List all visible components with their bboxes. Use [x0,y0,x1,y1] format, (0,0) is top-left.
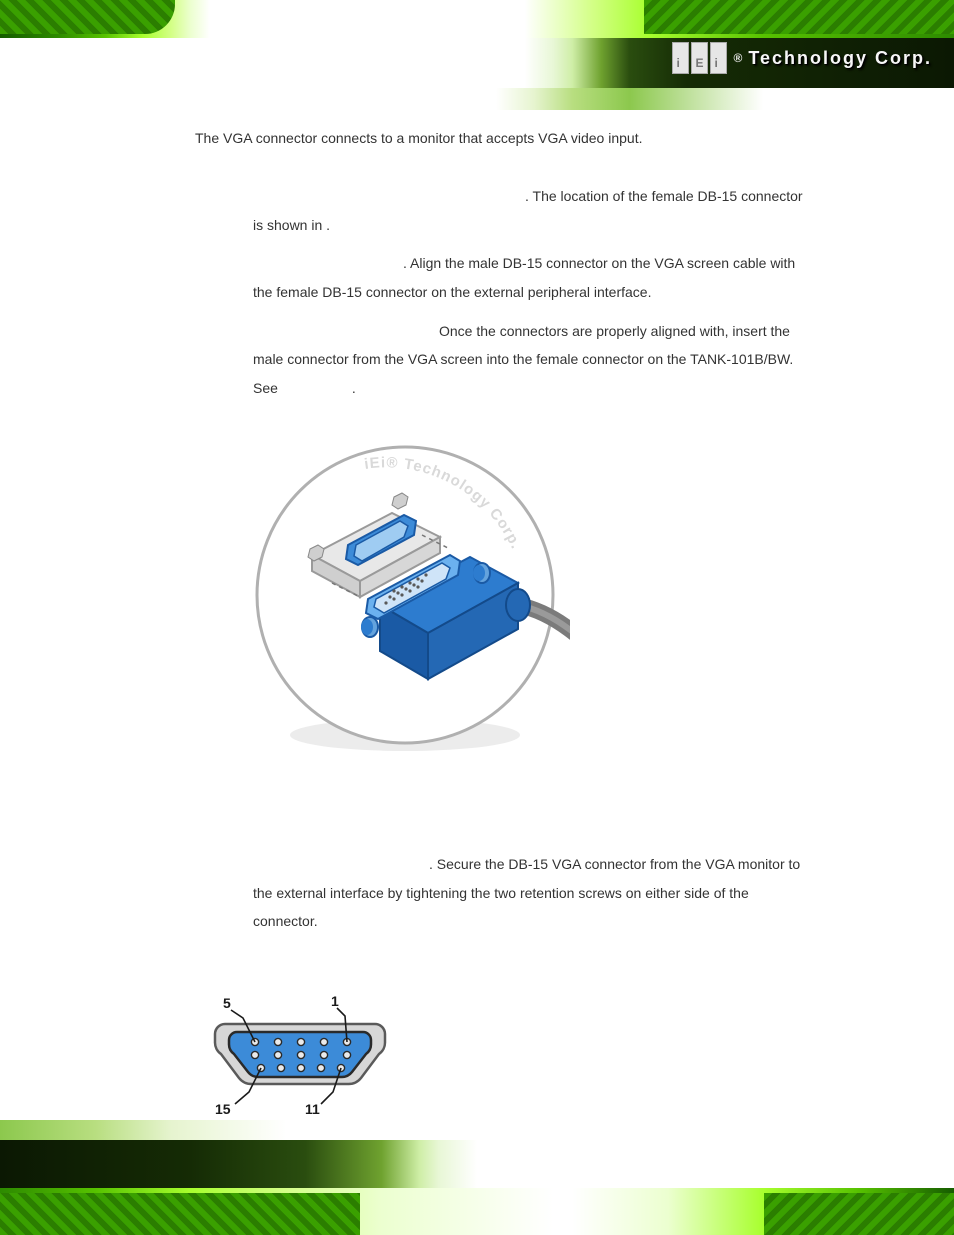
vga-connection-icon: iEi® Technology Corp. [240,435,570,765]
logo-letter: i [714,56,717,70]
logo-letter: i [676,56,679,70]
logo-icon: i E i [672,42,727,74]
registered-mark: ® [733,51,742,65]
pin-label-1: 1 [331,993,339,1009]
content-area: The VGA connector connects to a monitor … [195,130,815,413]
figure-vga-pinout: 5 1 15 11 [195,990,405,1120]
brand-name: Technology Corp. [748,48,932,69]
page: i E i ® Technology Corp. The VGA connect… [0,0,954,1235]
intro-text: The VGA connector connects to a monitor … [195,130,815,146]
page-header: i E i ® Technology Corp. [0,0,954,115]
footer-dark-band [0,1140,954,1190]
page-footer [0,1120,954,1235]
pin-label-11: 11 [305,1101,320,1117]
step-2-text: . Align the male DB-15 connector on the … [253,249,815,306]
footer-pcb-right-decoration [764,1193,954,1235]
brand-logo: i E i ® Technology Corp. [672,42,932,74]
header-pcb-right-decoration [644,0,954,34]
vga-pinout-icon: 5 1 15 11 [195,990,405,1120]
header-curve [0,88,954,110]
step-1-text: . The location of the female DB-15 conne… [253,182,815,239]
header-pcb-left-decoration [0,0,175,34]
footer-pcb-left-decoration [0,1193,360,1235]
figure-vga-connection: iEi® Technology Corp. [240,435,570,765]
footer-curve [0,1120,954,1142]
pin-label-5: 5 [223,995,231,1011]
step-4-text: . Secure the DB-15 VGA connector from th… [253,850,815,936]
step-3-text: Once the connectors are properly aligned… [253,317,815,403]
pin-label-15: 15 [215,1101,231,1117]
logo-letter: E [695,56,703,70]
